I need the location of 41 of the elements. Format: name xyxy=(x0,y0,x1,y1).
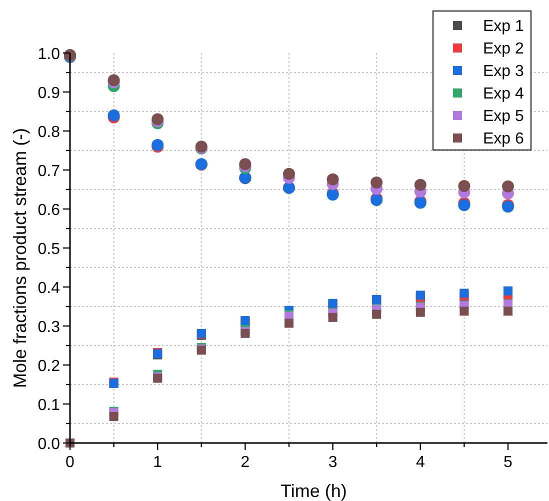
point xyxy=(326,173,339,186)
point xyxy=(284,318,294,328)
legend-label: Exp 3 xyxy=(483,63,524,80)
x-tick-label: 5 xyxy=(504,454,513,471)
point xyxy=(372,310,382,319)
point xyxy=(502,180,514,192)
point xyxy=(460,306,469,316)
legend-label: Exp 6 xyxy=(483,130,524,148)
legend-label: Exp 1 xyxy=(483,18,524,35)
y-tick-label: 0.9 xyxy=(38,85,60,102)
y-tick-label: 0.8 xyxy=(38,124,60,141)
point xyxy=(328,312,338,322)
y-tick-label: 1.0 xyxy=(38,46,60,63)
x-tick-label: 4 xyxy=(416,454,425,471)
point xyxy=(370,176,383,188)
point xyxy=(504,306,512,316)
legend-label: Exp 5 xyxy=(483,108,524,125)
point xyxy=(416,290,425,300)
y-tick-label: 0.5 xyxy=(38,241,60,258)
y-axis-title: Mole fractions product stream (-) xyxy=(10,128,30,388)
point xyxy=(458,180,470,192)
y-tick-label: 0.4 xyxy=(38,280,60,297)
y-tick-label: 0.1 xyxy=(38,397,60,414)
y-tick-label: 0.3 xyxy=(38,319,60,336)
legend-label: Exp 4 xyxy=(483,86,524,102)
point xyxy=(414,178,426,191)
y-tick-label: 0.7 xyxy=(38,163,60,180)
legend-label: Exp 2 xyxy=(483,40,524,58)
x-tick-label: 2 xyxy=(240,454,250,471)
point xyxy=(283,168,295,180)
point xyxy=(109,412,118,421)
x-tick-label: 1 xyxy=(153,454,162,471)
y-tick-label: 0.0 xyxy=(38,436,60,453)
y-tick-label: 0.2 xyxy=(38,358,60,375)
x-axis-title: Time (h) xyxy=(280,481,347,501)
point xyxy=(460,288,469,298)
point xyxy=(416,308,425,317)
point xyxy=(504,286,512,296)
x-tick-label: 3 xyxy=(328,454,338,471)
y-tick-label: 0.6 xyxy=(38,202,60,219)
x-tick-label: 0 xyxy=(66,454,75,471)
